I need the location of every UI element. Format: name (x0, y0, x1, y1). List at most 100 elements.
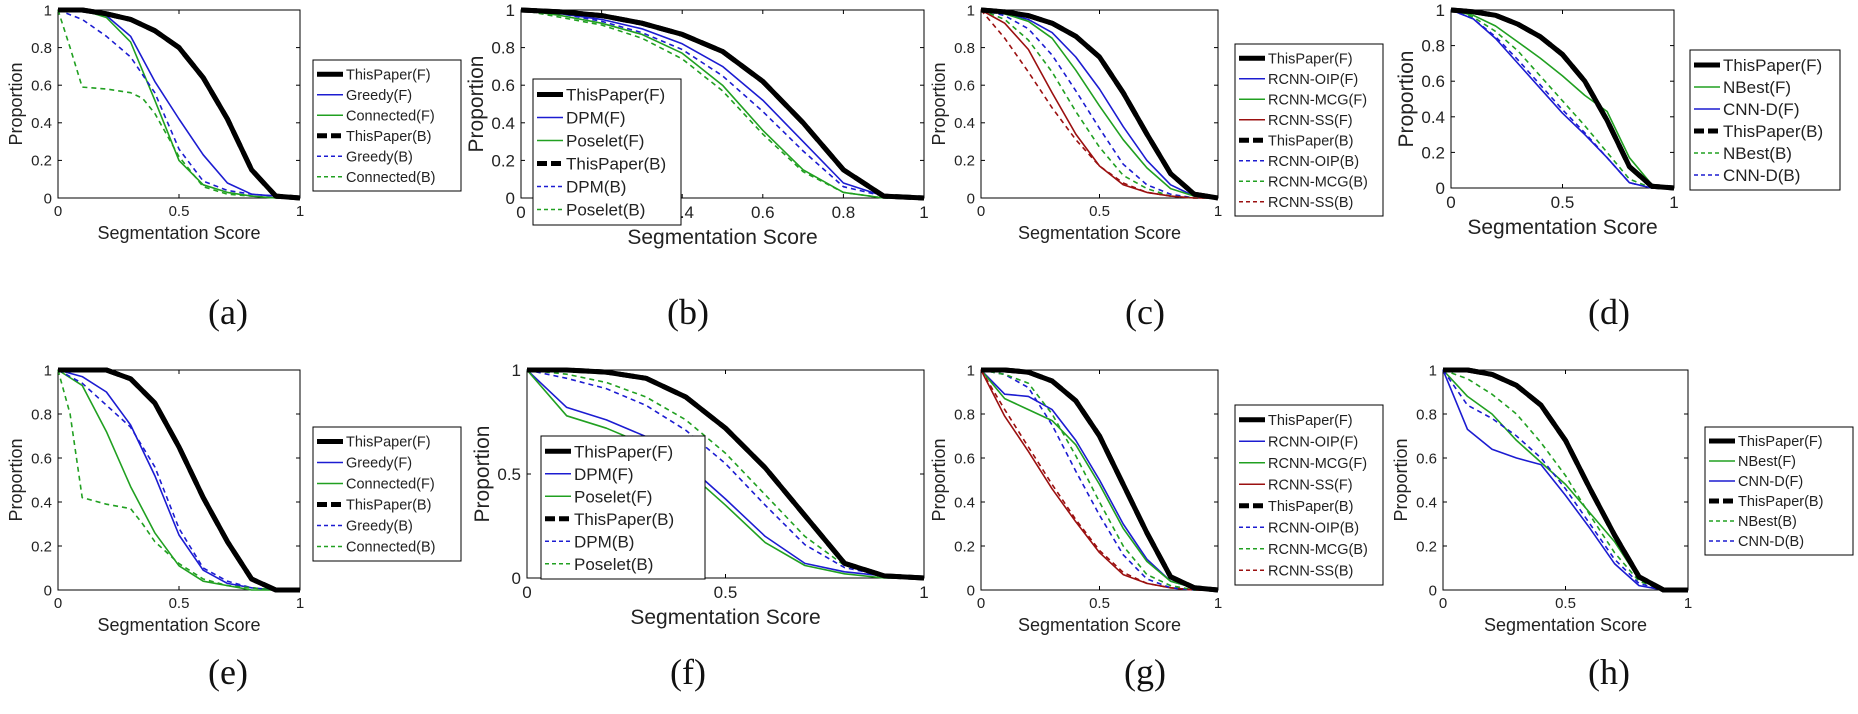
legend-entry: Connected(F) (346, 477, 435, 493)
chart-panel-e: 0 0.5 1 0 0.2 0.4 0.6 0.8 1 Segmentation Score Pro… (6, 362, 462, 692)
series-line-connected-f- (57, 369, 300, 591)
legend-entry: RCNN-SS(F) (1268, 113, 1353, 129)
x-tick-label: 0.8 (832, 203, 856, 222)
legend-entry: Greedy(F) (346, 456, 412, 472)
legend-entry: DPM(B) (566, 178, 626, 197)
x-axis-label: Segmentation Score (1484, 615, 1647, 635)
legend-entry: RCNN-SS(F) (1268, 477, 1353, 493)
y-tick-label: 0 (1436, 179, 1445, 198)
legend-entry: CNN-D(F) (1723, 100, 1799, 119)
legend-entry: RCNN-MCG(F) (1268, 456, 1367, 472)
y-tick-label: 0.2 (1416, 538, 1437, 555)
chart-panel-h: 0 0.5 1 0 0.2 0.4 0.6 0.8 1 Segmentation Score Pro… (1391, 362, 1854, 692)
legend-box (1234, 404, 1384, 586)
y-axis-label: Proportion (471, 426, 494, 523)
series-line-dpm-f- (526, 369, 925, 579)
chart-panel-d: 0 0.5 1 0 0.2 0.4 0.6 0.8 1 Segmentation Score Pro… (1395, 1, 1841, 332)
legend-box (1234, 43, 1384, 217)
legend-entry: ThisPaper(F) (346, 67, 431, 83)
x-tick-label: 0 (1446, 193, 1455, 212)
x-tick-label: 0 (54, 203, 62, 220)
y-tick-label: 0.8 (1421, 37, 1445, 56)
panel-caption: (a) (208, 292, 248, 332)
y-tick-label: 0.8 (954, 40, 975, 57)
y-tick-label: 1 (512, 361, 521, 380)
y-tick-label: 0 (512, 569, 521, 588)
series-line-rcnn-mcg-f- (980, 9, 1219, 199)
panel-caption: (b) (667, 292, 709, 332)
legend-entry: Poselet(F) (566, 132, 644, 151)
x-axis-label: Segmentation Score (1018, 223, 1181, 243)
y-tick-label: 1 (44, 362, 52, 379)
panel-caption: (g) (1124, 652, 1166, 692)
x-tick-label: 0.5 (169, 203, 190, 220)
series-line-cnn-d-b- (1442, 369, 1688, 591)
y-tick-label: 1 (967, 362, 975, 379)
y-axis-label: Proportion (929, 62, 949, 145)
y-tick-label: 0.2 (491, 151, 515, 170)
panel-caption: (c) (1125, 292, 1165, 332)
series-line-rcnn-oip-b- (980, 9, 1218, 199)
series-line-poselet-f- (526, 369, 924, 579)
series-line-nbest-f- (1450, 9, 1675, 189)
series-line-thispaper-f- (58, 367, 300, 593)
legend-entry: RCNN-MCG(F) (1268, 92, 1367, 108)
series-line-rcnn-oip-f- (980, 9, 1219, 199)
legend: ThisPaper(F) DPM(F) Poselet(F) ThisPaper(B)… (532, 78, 682, 226)
legend: ThisPaper(F) RCNN-OIP(F) RCNN-MCG(F) RCNN-S… (1234, 404, 1384, 586)
legend-entry: RCNN-SS(B) (1268, 563, 1353, 579)
y-tick-label: 0.2 (954, 153, 975, 170)
legend-entry: ThisPaper(B) (1268, 133, 1353, 149)
x-axis-label: Segmentation Score (97, 223, 260, 243)
legend-entry: Poselet(B) (566, 201, 645, 220)
legend-entry: CNN-D(B) (1738, 534, 1804, 550)
legend: ThisPaper(F) Greedy(F) Connected(F) ThisPap… (312, 426, 462, 562)
plot-area (1442, 369, 1689, 591)
series-line-nbest-b- (1442, 369, 1688, 591)
y-tick-label: 0.4 (1416, 494, 1437, 511)
legend-entry: RCNN-OIP(F) (1268, 72, 1358, 88)
chart-panel-g: 0 0.5 1 0 0.2 0.4 0.6 0.8 1 Segmentation Score Pro… (929, 362, 1384, 692)
legend-entry: Poselet(B) (574, 555, 653, 574)
x-axis-label: Segmentation Score (630, 606, 820, 629)
y-tick-label: 0.8 (31, 40, 52, 57)
chart-panel-f: 0 0.5 1 0 0.5 1 Segmentation Score Proportion Th… (471, 361, 929, 692)
series-line-thispaper-b- (1443, 367, 1688, 593)
y-tick-label: 0.8 (1416, 406, 1437, 423)
legend-entry: ThisPaper(F) (574, 442, 673, 461)
panel-caption: (e) (208, 652, 248, 692)
y-tick-label: 0.6 (1421, 72, 1445, 91)
series-line-thispaper-b- (520, 7, 925, 201)
legend-entry: RCNN-OIP(B) (1268, 520, 1359, 536)
y-tick-label: 0.8 (491, 39, 515, 58)
legend-entry: Connected(B) (346, 170, 435, 186)
legend: ThisPaper(F) NBest(F) CNN-D(F) ThisPaper(B)… (1689, 49, 1841, 191)
legend-entry: DPM(F) (574, 465, 633, 484)
series-line-rcnn-mcg-b- (980, 369, 1218, 591)
x-tick-label: 0 (522, 583, 531, 602)
plot-area (57, 9, 301, 199)
legend-entry: NBest(F) (1723, 78, 1791, 97)
legend-entry: ThisPaper(F) (1738, 434, 1823, 450)
series-line-dpm-f- (520, 9, 925, 199)
series-line-thispaper-b- (981, 367, 1219, 593)
legend-entry: DPM(F) (566, 109, 625, 128)
chart-panel-b: 00.20.40.60.8100.20.40.60.81Segmentation… (465, 1, 929, 332)
x-tick-label: 1 (296, 203, 304, 220)
series-line-thispaper-b- (980, 7, 1219, 201)
x-tick-label: 1 (1669, 193, 1678, 212)
y-tick-label: 1 (1436, 1, 1445, 20)
y-axis-label: Proportion (929, 438, 949, 521)
y-tick-label: 0.2 (954, 538, 975, 555)
y-tick-label: 1 (967, 2, 975, 19)
y-tick-label: 1 (44, 2, 52, 19)
legend-box (1704, 426, 1854, 556)
legend: ThisPaper(F) RCNN-OIP(F) RCNN-MCG(F) RCNN-S… (1234, 43, 1384, 217)
series-line-rcnn-ss-b- (980, 369, 1218, 591)
x-tick-label: 0 (977, 203, 985, 220)
legend-box (1689, 49, 1841, 191)
plot-area (57, 369, 301, 591)
series-line-thispaper-b- (1450, 7, 1675, 191)
y-axis-label: Proportion (1391, 438, 1411, 521)
x-axis-label: Segmentation Score (627, 226, 817, 249)
